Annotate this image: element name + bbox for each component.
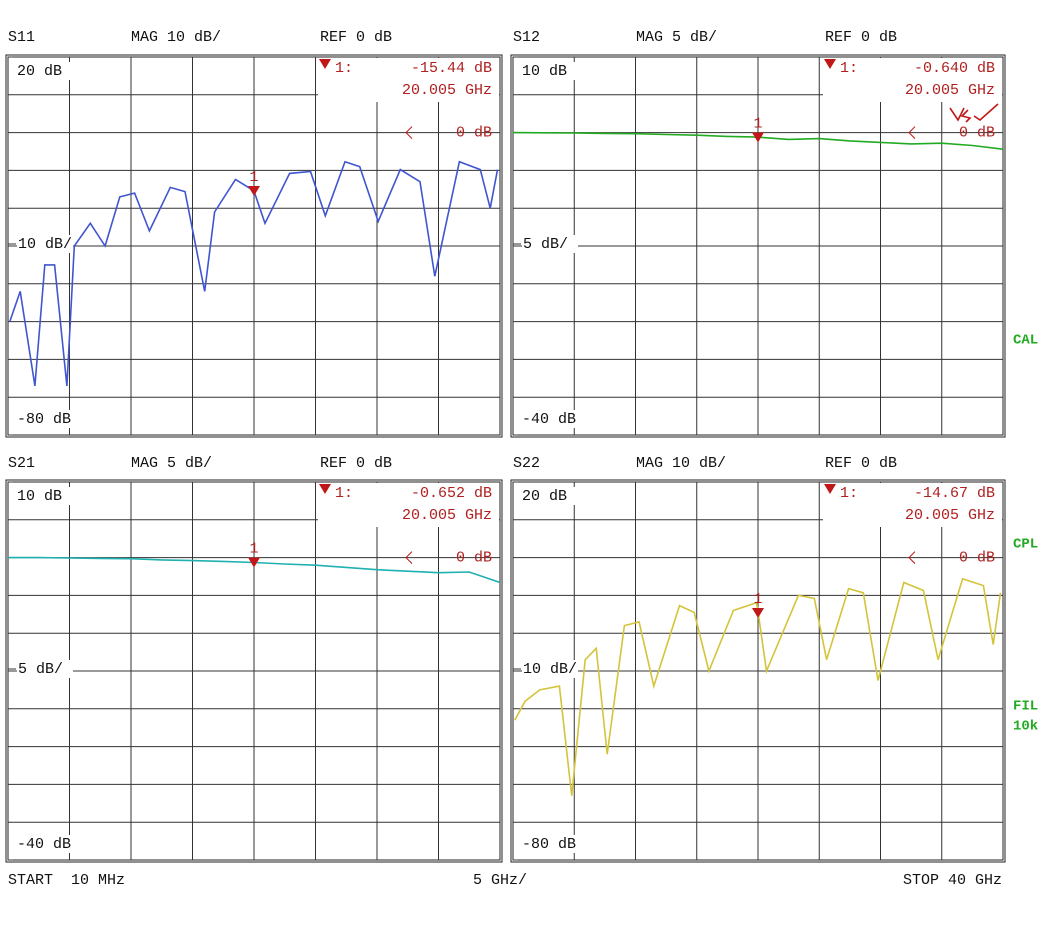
marker <box>752 132 764 143</box>
ref-label: 0 dB <box>959 550 995 567</box>
y-tick-label: -40 dB <box>522 411 576 428</box>
label-bg <box>17 660 73 678</box>
marker <box>248 557 260 568</box>
marker-box <box>823 58 1002 102</box>
stop-label: STOP 40 GHz <box>903 872 1002 889</box>
trace-name: S21 <box>8 455 35 472</box>
trace-name: S12 <box>513 29 540 46</box>
marker-frequency: 20.005 GHz <box>402 507 492 524</box>
trace-name: S11 <box>8 29 35 46</box>
side-label: CPL <box>1013 537 1038 553</box>
marker-id: 1: <box>840 60 858 77</box>
ref-label: 0 dB <box>456 125 492 142</box>
marker-tag: 1 <box>249 540 258 557</box>
ref-header: REF 0 dB <box>825 455 897 472</box>
marker-icon <box>824 484 836 494</box>
ref-label: 0 dB <box>456 550 492 567</box>
marker-value: -0.652 dB <box>411 485 492 502</box>
y-tick-label: 20 dB <box>17 63 62 80</box>
ref-label: 0 dB <box>959 125 995 142</box>
y-tick-label: 10 dB <box>522 63 567 80</box>
side-label: FIL <box>1013 699 1038 715</box>
marker-value: -0.640 dB <box>914 60 995 77</box>
marker <box>752 608 764 619</box>
label-bg <box>519 410 581 428</box>
ref-arrow <box>405 551 413 564</box>
marker-box <box>823 483 1002 527</box>
y-tick-label: -80 dB <box>522 836 576 853</box>
marker-tag: 1 <box>753 115 762 132</box>
y-tick-label: -40 dB <box>17 836 71 853</box>
scale-header: MAG 10 dB/ <box>131 29 221 46</box>
marker-frequency: 20.005 GHz <box>905 507 995 524</box>
scale-label: 10 dB/ <box>523 661 577 678</box>
marker-tag: 1 <box>753 591 762 608</box>
marker-value: -15.44 dB <box>411 60 492 77</box>
span-label: 5 GHz/ <box>473 872 527 889</box>
ref-header: REF 0 dB <box>320 29 392 46</box>
marker-frequency: 20.005 GHz <box>905 82 995 99</box>
marker-box <box>318 483 499 527</box>
marker-value: -14.67 dB <box>914 485 995 502</box>
label-bg <box>14 62 76 80</box>
status-icon <box>949 103 999 123</box>
ref-arrow <box>405 126 413 139</box>
marker-box <box>318 58 499 102</box>
scale-header: MAG 5 dB/ <box>131 455 212 472</box>
scale-label: 10 dB/ <box>18 236 72 253</box>
ref-arrow <box>908 551 916 564</box>
ref-arrow <box>908 126 916 139</box>
marker-tag: 1 <box>249 169 258 186</box>
label-bg <box>17 235 73 253</box>
trace <box>9 160 499 387</box>
ref-header: REF 0 dB <box>320 455 392 472</box>
label-bg <box>519 62 581 80</box>
marker-id: 1: <box>335 485 353 502</box>
scale-label: 5 dB/ <box>523 236 568 253</box>
label-bg <box>522 235 578 253</box>
scale-header: MAG 10 dB/ <box>636 455 726 472</box>
marker-icon <box>824 59 836 69</box>
marker-icon <box>319 484 331 494</box>
trace <box>514 577 1002 796</box>
marker <box>248 185 260 196</box>
side-label: 10k <box>1013 719 1038 735</box>
label-bg <box>522 660 578 678</box>
label-bg <box>14 835 76 853</box>
label-bg <box>519 835 581 853</box>
marker-id: 1: <box>840 485 858 502</box>
y-tick-label: 10 dB <box>17 488 62 505</box>
start-label: START 10 MHz <box>8 872 125 889</box>
scale-header: MAG 5 dB/ <box>636 29 717 46</box>
y-tick-label: -80 dB <box>17 411 71 428</box>
side-label: CAL <box>1013 333 1038 349</box>
label-bg <box>14 410 76 428</box>
y-tick-label: 20 dB <box>522 488 567 505</box>
marker-frequency: 20.005 GHz <box>402 82 492 99</box>
label-bg <box>519 487 581 505</box>
marker-id: 1: <box>335 60 353 77</box>
scale-label: 5 dB/ <box>18 661 63 678</box>
ref-header: REF 0 dB <box>825 29 897 46</box>
marker-icon <box>319 59 331 69</box>
label-bg <box>14 487 76 505</box>
trace-name: S22 <box>513 455 540 472</box>
